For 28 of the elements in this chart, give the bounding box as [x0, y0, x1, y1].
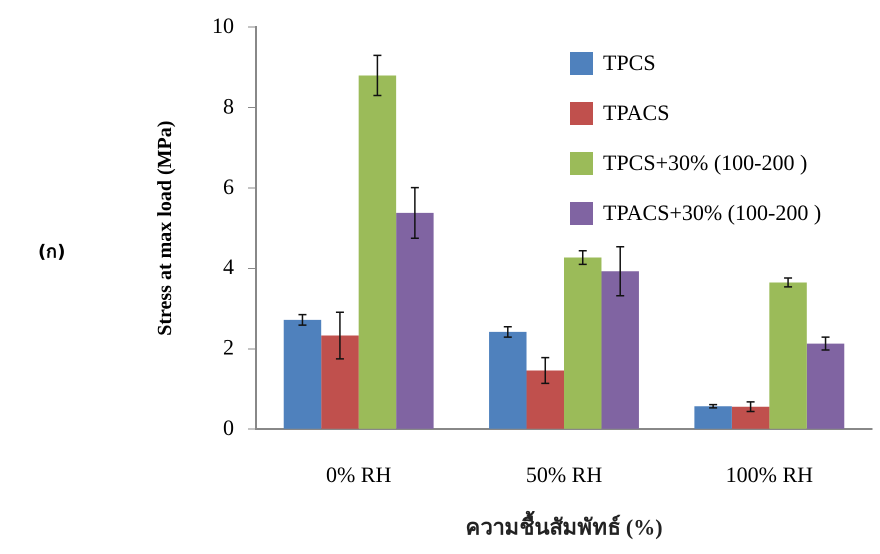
- bar: [284, 320, 322, 429]
- bar: [732, 406, 770, 429]
- x-tick-label: 0% RH: [326, 462, 392, 488]
- text: (ก): [38, 242, 66, 263]
- legend-label: TPCS: [603, 50, 656, 76]
- legend-label: TPACS: [603, 100, 670, 126]
- x-tick-label: 100% RH: [726, 462, 814, 488]
- bar: [806, 344, 844, 429]
- bar: [769, 282, 807, 429]
- x-tick-label: 50% RH: [526, 462, 602, 488]
- y-tick-label: 8: [223, 93, 234, 118]
- y-axis-title: Stress at max load (MPa): [154, 120, 176, 336]
- bar: [694, 406, 732, 429]
- bar: [601, 271, 639, 429]
- y-tick-label: 0: [223, 414, 234, 440]
- legend-label: TPACS+30% (100-200 ): [603, 200, 822, 226]
- bar: [396, 212, 434, 429]
- y-tick-label: 10: [212, 12, 234, 38]
- bar: [358, 75, 396, 429]
- bar: [526, 370, 564, 429]
- bar: [564, 258, 602, 429]
- y-tick-label: 2: [223, 334, 234, 360]
- bar: [489, 332, 527, 429]
- y-tick-label: 4: [223, 254, 234, 280]
- legend-label: TPCS+30% (100-200 ): [603, 150, 808, 176]
- bar: [321, 336, 359, 429]
- y-tick-label: 6: [223, 174, 234, 199]
- x-axis-title: ความชื้นสัมพัทธ์ (%): [465, 510, 663, 540]
